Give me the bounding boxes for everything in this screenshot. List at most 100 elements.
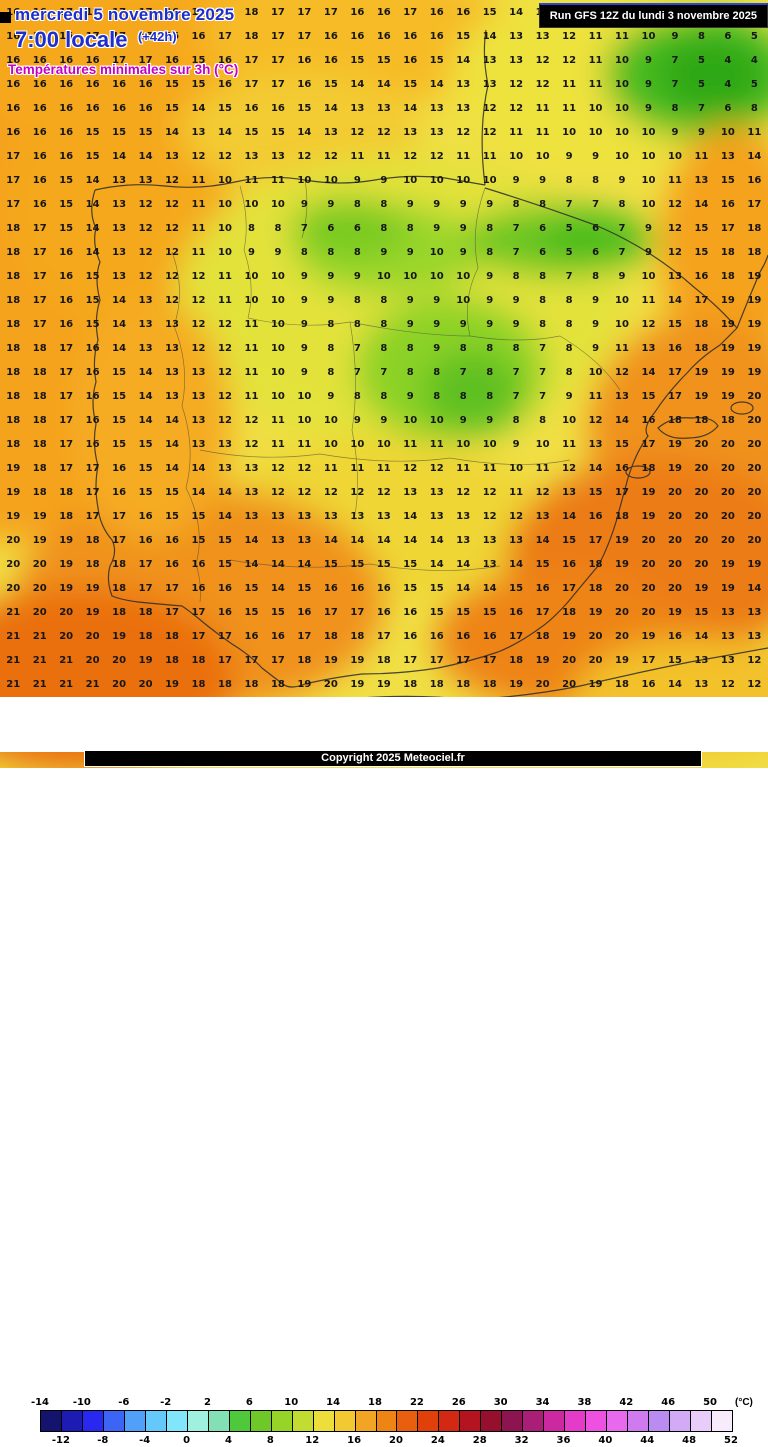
temp-value: 20 (85, 655, 100, 666)
temp-value: 15 (85, 319, 100, 330)
temp-row: 18 17 16 15 13 12 12 12 11 10 10 9 9 9 10 10 10 10 9 8 8 7 8 9 1… (0, 265, 768, 289)
temp-value: 14 (165, 415, 179, 426)
temp-value: 7 (353, 367, 361, 378)
temp-value: 16 (323, 55, 338, 66)
legend-tick-label: 12 (305, 1435, 320, 1446)
temp-value: 9 (300, 199, 308, 210)
temp-value: 13 (191, 391, 206, 402)
temp-value: 15 (323, 79, 338, 90)
temp-value: 13 (429, 511, 444, 522)
temp-value: 16 (32, 199, 47, 210)
temp-value: 14 (165, 127, 179, 138)
temp-value: 15 (588, 487, 603, 498)
temp-value: 18 (32, 415, 47, 426)
temp-value: 10 (244, 271, 259, 282)
legend-color-cell (334, 1411, 356, 1431)
temp-value: 5 (750, 31, 758, 42)
temp-value: 11 (244, 319, 259, 330)
temp-value: 13 (667, 271, 682, 282)
legend-tick-label: 2 (204, 1397, 211, 1408)
temp-value: 20 (720, 487, 735, 498)
temp-value: 15 (112, 415, 127, 426)
temp-value: 5 (565, 247, 573, 258)
temp-value: 13 (694, 679, 709, 690)
temp-value: 10 (615, 127, 629, 138)
temp-value: 19 (720, 295, 735, 306)
temp-value: 9 (486, 319, 494, 330)
temp-value: 20 (747, 487, 762, 498)
temp-value: 20 (138, 679, 153, 690)
temp-value: 19 (747, 559, 762, 570)
temp-value: 19 (85, 583, 100, 594)
legend-tick-label: 4 (224, 1435, 232, 1446)
temp-value: 17 (244, 55, 259, 66)
temp-value: 11 (615, 343, 629, 354)
temp-value: 4 (750, 55, 758, 66)
temp-value: 19 (165, 679, 179, 690)
legend-tick-label: 0 (183, 1435, 191, 1446)
legend-tick-label: -2 (160, 1397, 172, 1408)
temp-value: 10 (562, 127, 577, 138)
temp-value: 14 (191, 103, 206, 114)
temp-value: 16 (218, 583, 232, 594)
temp-value: 15 (509, 583, 524, 594)
temp-row: 21 20 20 19 18 18 17 17 16 15 15 16 17 17 16 16 15 15 15 16… (0, 601, 768, 625)
temp-value: 17 (59, 7, 74, 18)
temp-value: 19 (747, 319, 762, 330)
temp-value: 11 (270, 175, 285, 186)
temp-value: 15 (85, 271, 100, 282)
temp-value: 13 (720, 607, 735, 618)
temp-value: 8 (671, 103, 679, 114)
temp-value: 20 (641, 607, 656, 618)
temp-value: 14 (694, 199, 709, 210)
legend-color-cell (208, 1411, 230, 1431)
temp-value: 18 (667, 415, 682, 426)
temp-value: 17 (323, 7, 338, 18)
temp-value: 13 (429, 127, 444, 138)
temp-value: 13 (350, 103, 365, 114)
temp-value: 17 (112, 55, 127, 66)
temp-value: 15 (694, 223, 709, 234)
temp-value: 11 (588, 31, 603, 42)
temp-value: 16 (323, 31, 338, 42)
legend-tick-label: 46 (661, 1397, 676, 1408)
temp-value: 16 (218, 55, 232, 66)
temp-value: 16 (376, 607, 391, 618)
temp-value: 19 (720, 343, 735, 354)
temp-value: 10 (270, 367, 285, 378)
temp-value: 20 (6, 559, 21, 570)
temp-value: 15 (138, 439, 153, 450)
temp-value: 16 (350, 583, 365, 594)
temp-value: 14 (218, 511, 232, 522)
temp-value: 17 (747, 199, 762, 210)
temp-value: 14 (112, 319, 127, 330)
temp-value: 14 (350, 79, 365, 90)
legend-color-cell (418, 1411, 440, 1431)
temp-value: 18 (297, 655, 312, 666)
temp-value: 8 (327, 367, 335, 378)
temp-value: 15 (191, 79, 206, 90)
temp-value: 9 (539, 175, 547, 186)
temp-value: 18 (112, 583, 127, 594)
legend-color-cell (292, 1411, 314, 1431)
temp-value: 13 (112, 223, 127, 234)
temp-value: 15 (165, 487, 179, 498)
temp-value: 18 (720, 247, 735, 258)
temp-value: 6 (724, 31, 732, 42)
temp-value: 19 (376, 679, 391, 690)
temp-value: 21 (59, 655, 74, 666)
temp-value: 16 (59, 55, 74, 66)
temp-value: 13 (403, 127, 418, 138)
temp-value: 11 (191, 175, 206, 186)
temp-value: 12 (615, 367, 629, 378)
temp-value: 13 (323, 511, 338, 522)
temp-value: 12 (562, 31, 577, 42)
forecast-offset-label: (+42h) (137, 29, 177, 44)
temp-value: 18 (32, 439, 47, 450)
temp-value: 17 (270, 79, 285, 90)
temp-value: 16 (667, 631, 682, 642)
legend-tick-label: 14 (326, 1397, 341, 1408)
temp-value: 10 (641, 271, 656, 282)
temp-value: 7 (512, 223, 520, 234)
temp-value: 13 (376, 103, 391, 114)
